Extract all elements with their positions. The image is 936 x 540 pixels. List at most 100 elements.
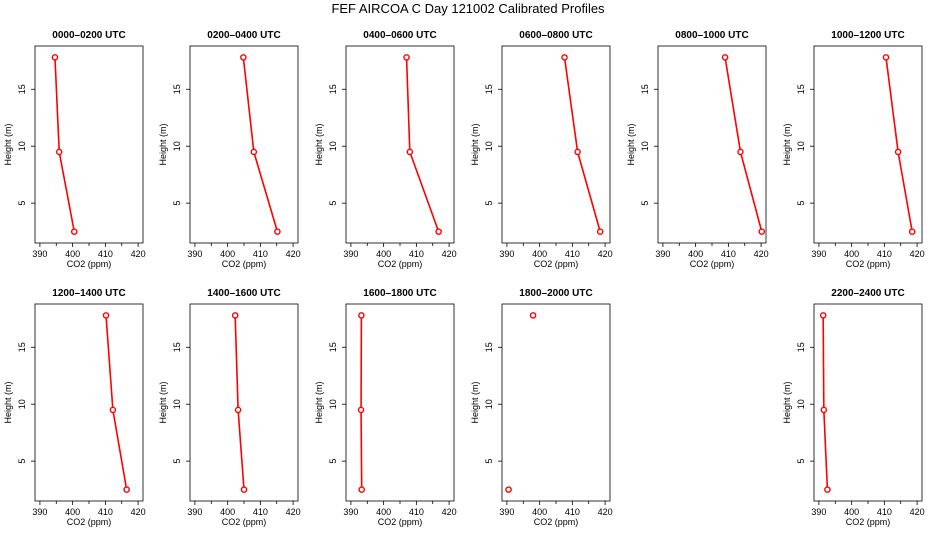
y-axis-label: Height (m) xyxy=(470,381,480,423)
x-tick-label: 410 xyxy=(253,507,268,517)
x-tick-label: 390 xyxy=(32,249,47,259)
y-axis-label: Height (m) xyxy=(314,381,324,423)
profile-line xyxy=(105,315,128,490)
plot-frame xyxy=(501,303,611,502)
x-tick-label: 420 xyxy=(131,507,146,517)
y-tick-label: 15 xyxy=(484,84,494,94)
data-point xyxy=(561,54,568,61)
x-tick-label: 400 xyxy=(376,249,391,259)
y-axis-label: Height (m) xyxy=(470,123,480,165)
data-point xyxy=(824,486,831,493)
x-axis-label: CO2 (ppm) xyxy=(67,517,112,527)
x-tick-label: 410 xyxy=(409,507,424,517)
y-axis-label: Height (m) xyxy=(3,123,13,165)
data-point xyxy=(250,148,258,156)
y-tick-label: 5 xyxy=(796,201,806,206)
plot-frame xyxy=(813,303,923,502)
panel-title: 1200–1400 UTC xyxy=(52,288,125,299)
panel-title: 0200–0400 UTC xyxy=(207,30,280,41)
data-point xyxy=(358,312,365,319)
profile-line xyxy=(54,57,76,232)
data-point xyxy=(123,486,130,493)
data-point xyxy=(358,486,366,493)
x-tick-label: 420 xyxy=(910,249,925,259)
panel-0800–1000 UTC: 0800–1000 UTC 390 400 410 420 CO2 (ppm) 5 10 15 H… xyxy=(626,30,769,269)
panel-2200–2400 UTC: 2200–2400 UTC 390 400 410 420 CO2 (ppm) 5 10 15 H… xyxy=(782,288,925,527)
x-axis-label: CO2 (ppm) xyxy=(534,259,579,269)
plot-frame xyxy=(189,45,299,244)
data-point xyxy=(758,228,766,235)
x-tick-label: 420 xyxy=(442,507,457,517)
y-tick-label: 15 xyxy=(484,342,494,352)
y-axis-label: Height (m) xyxy=(158,381,168,423)
panel-title: 1400–1600 UTC xyxy=(207,288,280,299)
panel-1800–2000 UTC: 1800–2000 UTC 390 400 410 420 CO2 (ppm) 5 10 15 H… xyxy=(470,288,613,527)
x-tick-label: 410 xyxy=(98,507,113,517)
y-axis-label: Height (m) xyxy=(3,381,13,423)
x-tick-label: 400 xyxy=(220,507,235,517)
x-axis-label: CO2 (ppm) xyxy=(846,259,891,269)
plot-frame xyxy=(501,45,611,244)
data-point xyxy=(231,312,239,319)
y-tick-label: 5 xyxy=(640,201,650,206)
y-tick-label: 5 xyxy=(328,201,338,206)
y-tick-label: 5 xyxy=(17,201,27,206)
profile-line xyxy=(360,315,363,490)
x-tick-label: 390 xyxy=(343,249,358,259)
y-axis-label: Height (m) xyxy=(782,123,792,165)
data-point xyxy=(908,228,916,235)
profile-line xyxy=(822,315,829,490)
plot-frame xyxy=(189,303,299,502)
x-axis-label: CO2 (ppm) xyxy=(222,517,267,527)
x-tick-label: 420 xyxy=(754,249,769,259)
y-tick-label: 5 xyxy=(484,459,494,464)
y-tick-label: 10 xyxy=(796,141,806,151)
plot-frame xyxy=(345,45,455,244)
y-tick-label: 10 xyxy=(328,399,338,409)
y-tick-label: 5 xyxy=(796,459,806,464)
panel-title: 2200–2400 UTC xyxy=(831,288,904,299)
y-tick-label: 10 xyxy=(484,399,494,409)
data-point xyxy=(51,54,59,61)
y-tick-label: 10 xyxy=(172,399,182,409)
panel-0600–0800 UTC: 0600–0800 UTC 390 400 410 420 CO2 (ppm) 5 10 15 H… xyxy=(470,30,613,269)
y-tick-label: 10 xyxy=(172,141,182,151)
x-tick-label: 410 xyxy=(253,249,268,259)
profile-line xyxy=(885,57,913,232)
data-point xyxy=(240,54,247,61)
data-point xyxy=(403,54,410,61)
x-tick-label: 420 xyxy=(598,249,613,259)
data-point xyxy=(240,486,248,493)
profile-line xyxy=(405,57,440,232)
x-tick-label: 410 xyxy=(877,249,892,259)
panel-title: 0000–0200 UTC xyxy=(52,30,125,41)
x-axis-label: CO2 (ppm) xyxy=(67,259,112,269)
x-tick-label: 390 xyxy=(499,507,514,517)
x-axis-label: CO2 (ppm) xyxy=(378,517,423,527)
data-point xyxy=(406,148,414,156)
panel-1400–1600 UTC: 1400–1600 UTC 390 400 410 420 CO2 (ppm) 5 10 15 H… xyxy=(158,288,301,527)
x-axis-label: CO2 (ppm) xyxy=(378,259,423,269)
y-tick-label: 10 xyxy=(17,141,27,151)
x-tick-label: 400 xyxy=(688,249,703,259)
panel-title: 1600–1800 UTC xyxy=(363,288,436,299)
y-tick-label: 10 xyxy=(17,399,27,409)
x-tick-label: 400 xyxy=(532,507,547,517)
x-tick-label: 390 xyxy=(655,249,670,259)
data-point xyxy=(234,406,242,414)
x-axis-label: CO2 (ppm) xyxy=(690,259,735,269)
x-tick-label: 390 xyxy=(343,507,358,517)
profile-line xyxy=(242,57,279,232)
profile-line xyxy=(724,57,763,232)
panel-1000–1200 UTC: 1000–1200 UTC 390 400 410 420 CO2 (ppm) 5 10 15 H… xyxy=(782,30,925,269)
y-tick-label: 5 xyxy=(484,201,494,206)
y-tick-label: 10 xyxy=(640,141,650,151)
data-point xyxy=(820,406,828,414)
x-tick-label: 390 xyxy=(811,249,826,259)
panel-1600–1800 UTC: 1600–1800 UTC 390 400 410 420 CO2 (ppm) 5 10 15 H… xyxy=(314,288,457,527)
y-tick-label: 10 xyxy=(796,399,806,409)
x-tick-label: 410 xyxy=(565,507,580,517)
x-tick-label: 390 xyxy=(811,507,826,517)
x-tick-label: 420 xyxy=(598,507,613,517)
